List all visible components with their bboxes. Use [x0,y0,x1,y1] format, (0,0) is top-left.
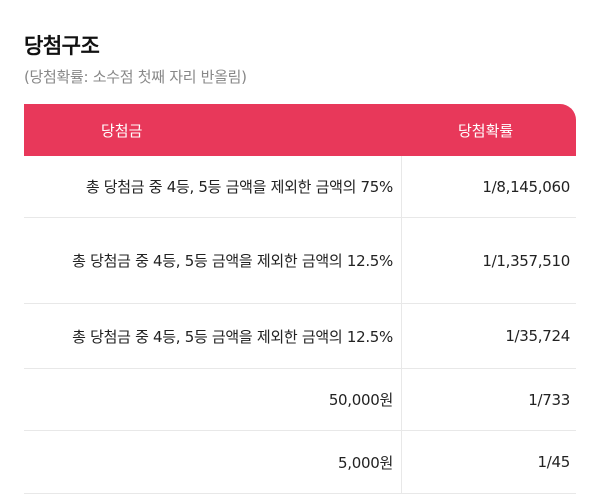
table-row: 총 당첨금 중 4등, 5등 금액을 제외한 금액의 12.5% 1/1,357… [24,218,576,304]
probability-cell: 1/35,724 [505,327,570,345]
page-subtitle: (당첨확률: 소수점 첫째 자리 반올림) [24,68,247,86]
prize-table: 당첨금 당첨확률 총 당첨금 중 4등, 5등 금액을 제외한 금액의 75% … [24,104,576,494]
page-title: 당첨구조 [24,34,100,58]
prize-amount-cell: 총 당첨금 중 4등, 5등 금액을 제외한 금액의 12.5% [24,218,402,303]
column-header-prize-amount: 당첨금 [101,121,143,140]
prize-amount-cell: 총 당첨금 중 4등, 5등 금액을 제외한 금액의 12.5% [24,304,402,368]
probability-cell: 1/45 [537,453,571,471]
probability-cell: 1/8,145,060 [482,177,570,196]
table-header: 당첨금 당첨확률 [24,104,576,156]
column-header-probability: 당첨확률 [458,121,514,140]
prize-amount-cell: 5,000원 [24,431,402,493]
prize-amount-cell: 50,000원 [24,369,402,430]
table-row: 총 당첨금 중 4등, 5등 금액을 제외한 금액의 75% 1/8,145,0… [24,156,576,218]
table-row: 총 당첨금 중 4등, 5등 금액을 제외한 금액의 12.5% 1/35,72… [24,304,576,369]
probability-cell: 1/1,357,510 [482,251,570,270]
prize-amount-cell: 총 당첨금 중 4등, 5등 금액을 제외한 금액의 75% [24,156,402,217]
table-row: 5,000원 1/45 [24,431,576,494]
probability-cell: 1/733 [528,390,570,409]
table-row: 50,000원 1/733 [24,369,576,431]
